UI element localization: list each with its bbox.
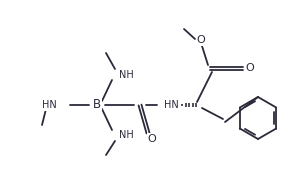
Text: O: O <box>148 134 156 144</box>
Text: O: O <box>196 35 205 45</box>
Text: HN: HN <box>164 100 179 110</box>
Text: O: O <box>246 63 255 73</box>
Text: HN: HN <box>42 100 57 110</box>
Text: B: B <box>93 99 101 112</box>
Text: NH: NH <box>119 70 134 80</box>
Text: NH: NH <box>119 130 134 140</box>
